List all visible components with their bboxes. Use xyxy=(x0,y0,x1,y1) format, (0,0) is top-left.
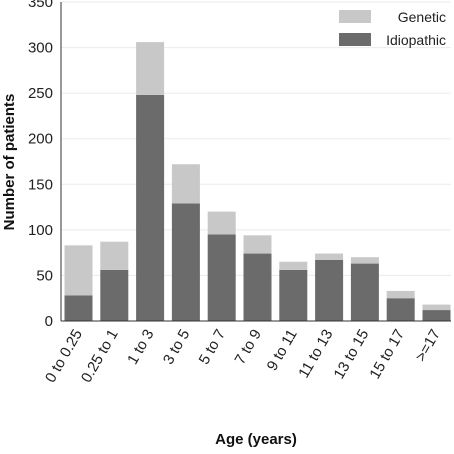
x-axis-title: Age (years) xyxy=(215,431,297,448)
bar-genetic xyxy=(315,253,344,260)
bar-idiopathic xyxy=(386,298,415,321)
x-tick-label: 1 to 3 xyxy=(124,327,157,368)
bar-genetic xyxy=(171,164,200,204)
y-tick-label: 50 xyxy=(36,267,53,284)
bar-idiopathic xyxy=(207,234,236,321)
y-ticks: 0 50 100 150 200 250 300 350 xyxy=(28,0,53,330)
x-tick-label: 5 to 7 xyxy=(196,327,229,368)
x-tick-label: >=17 xyxy=(412,327,444,365)
bar-genetic xyxy=(243,235,272,254)
bar-genetic xyxy=(350,257,379,264)
y-tick-label: 100 xyxy=(28,222,53,239)
bar-idiopathic xyxy=(279,269,308,321)
bar-genetic xyxy=(386,290,415,299)
bar-idiopathic xyxy=(315,259,344,321)
y-tick-label: 150 xyxy=(28,176,53,193)
bars xyxy=(64,42,451,321)
legend: Genetic Idiopathic xyxy=(339,9,446,48)
bar-genetic xyxy=(207,211,236,235)
bar-idiopathic xyxy=(64,295,93,321)
y-tick-label: 200 xyxy=(28,131,53,148)
bar-idiopathic xyxy=(350,263,379,321)
bar-idiopathic xyxy=(422,310,451,321)
bar-idiopathic xyxy=(136,94,165,321)
x-tick-label: 3 to 5 xyxy=(160,327,193,368)
bar-genetic xyxy=(100,241,129,270)
legend-swatch-idiopathic xyxy=(339,33,371,46)
bar-idiopathic xyxy=(100,269,129,321)
bar-genetic xyxy=(422,304,451,311)
y-tick-label: 250 xyxy=(28,85,53,102)
y-tick-label: 350 xyxy=(28,0,53,11)
x-tick-label: 15 to 17 xyxy=(366,327,408,382)
bar-idiopathic xyxy=(243,253,272,321)
bar-genetic xyxy=(64,245,93,296)
bar-genetic xyxy=(279,261,308,270)
legend-swatch-genetic xyxy=(339,10,371,23)
bar-idiopathic xyxy=(171,203,200,321)
legend-label-idiopathic: Idiopathic xyxy=(386,32,446,48)
bar-genetic xyxy=(136,42,165,95)
y-tick-label: 300 xyxy=(28,40,53,57)
legend-label-genetic: Genetic xyxy=(398,9,446,25)
y-tick-label: 0 xyxy=(45,313,53,330)
x-tick-label: 9 to 11 xyxy=(264,327,301,374)
y-axis-title: Number of patients xyxy=(1,94,18,231)
x-tick-label: 7 to 9 xyxy=(231,327,264,368)
